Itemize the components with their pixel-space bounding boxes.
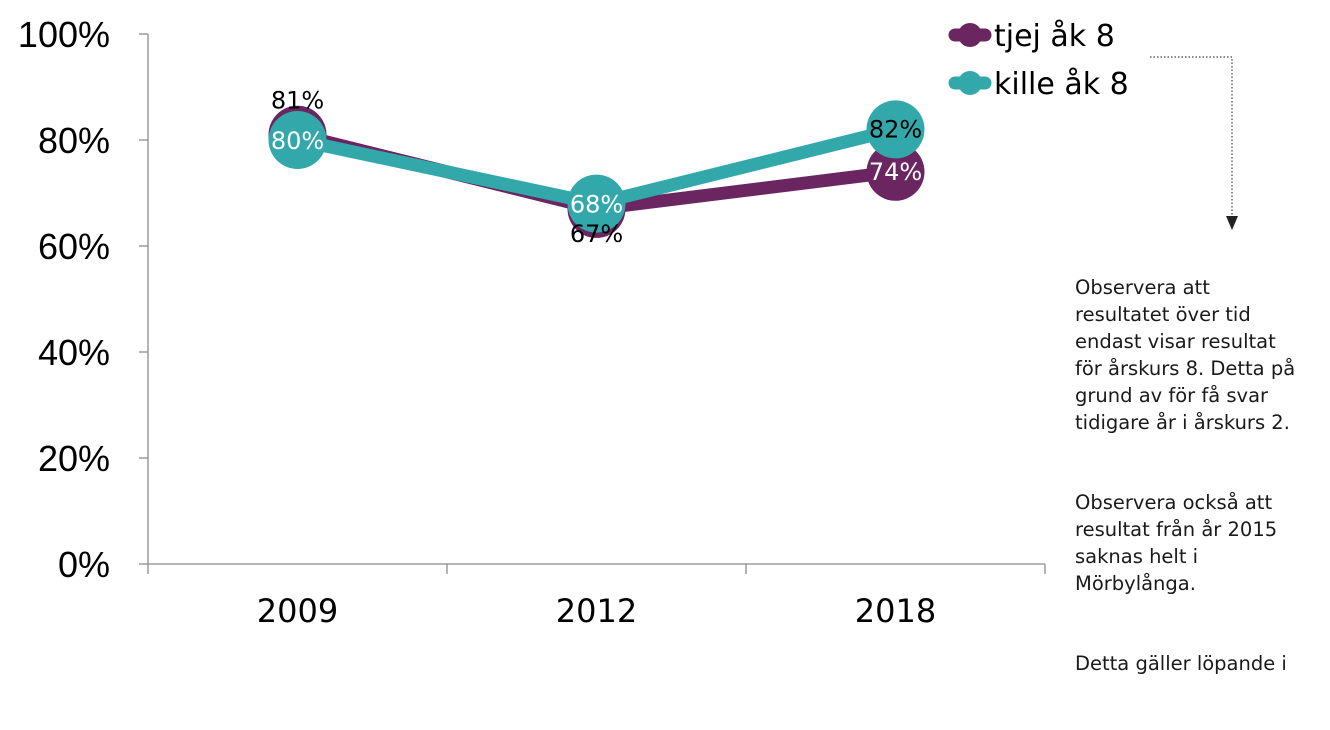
legend-swatch-marker xyxy=(958,71,982,95)
data-label: 80% xyxy=(271,127,324,155)
data-label: 74% xyxy=(869,158,922,186)
y-tick-label: 100% xyxy=(18,14,110,55)
x-tick-label: 2012 xyxy=(556,592,637,626)
axes: 0% 20% 40% 60% 80% 100% 2009 2012 2018 xyxy=(18,14,1046,626)
note-paragraph-2: Observera också att resultat från år 201… xyxy=(1075,491,1278,595)
data-label: 68% xyxy=(570,191,623,219)
data-point-tjej xyxy=(866,142,925,201)
legend-label: kille åk 8 xyxy=(994,67,1129,102)
legend-label: tjej åk 8 xyxy=(994,19,1115,54)
y-tick-label: 60% xyxy=(38,226,110,267)
note-paragraph-1: Observera att resultatet över tid endast… xyxy=(1075,276,1296,434)
note-paragraph-3: Detta gäller löpande i xyxy=(1075,652,1287,675)
y-tick-label: 20% xyxy=(38,438,110,479)
data-label: 67% xyxy=(570,220,623,248)
legend: tjej åk 8 kille åk 8 xyxy=(948,19,1129,102)
x-tick-label: 2009 xyxy=(257,592,338,626)
line-chart: 0% 20% 40% 60% 80% 100% 2009 2012 2018 81% 67% 74%… xyxy=(18,14,1238,626)
data-point-kille xyxy=(567,174,626,233)
y-tick-label: 40% xyxy=(38,332,110,373)
data-point-kille xyxy=(866,100,925,159)
y-tick-label: 80% xyxy=(38,120,110,161)
note-text: Observera att resultatet över tid endast… xyxy=(1075,247,1325,730)
note-callout-arrow xyxy=(1150,56,1238,230)
x-tick-label: 2018 xyxy=(855,592,936,626)
data-label: 82% xyxy=(869,115,922,143)
legend-swatch-marker xyxy=(958,23,982,47)
data-label: 81% xyxy=(271,87,324,115)
data-labels: 81% 67% 74% 80% 68% 82% xyxy=(271,87,922,248)
y-tick-label: 0% xyxy=(58,544,110,585)
data-point-kille xyxy=(268,111,327,169)
series-markers xyxy=(268,100,925,238)
